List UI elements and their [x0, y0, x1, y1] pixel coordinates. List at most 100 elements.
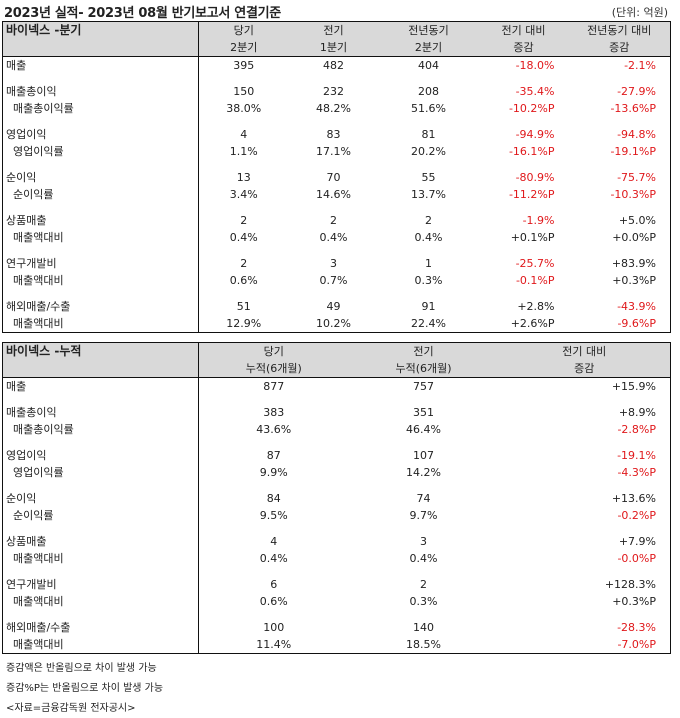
col-header: 전기	[348, 342, 499, 360]
table-cell: -19.1%	[617, 449, 656, 462]
spacer-cell	[499, 481, 671, 490]
spacer-row	[2, 395, 671, 404]
table-cell: 4	[240, 128, 248, 141]
table-cell: 13	[236, 171, 251, 184]
spacer-cell	[499, 567, 671, 576]
table-cell: -2.8%P	[617, 423, 656, 436]
spacer-cell	[2, 117, 199, 126]
spacer-cell	[2, 438, 199, 447]
table-cell: +13.6%	[611, 492, 656, 505]
table-cell: 395	[233, 59, 255, 72]
table-cell: 6	[270, 578, 278, 591]
table-cell: 9.5%	[259, 509, 288, 522]
col-header: 전년동기 대비	[568, 21, 671, 39]
table-row: 영업이익률 9.9% 14.2% -4.3%P	[2, 464, 671, 481]
table-cell: -43.9%	[617, 300, 656, 313]
footnote: 증감%P는 반올림으로 차이 발생 가능	[6, 683, 164, 694]
table-cell: 14.2%	[406, 466, 441, 479]
spacer-cell	[479, 289, 569, 298]
table-cell: +0.1%P	[510, 231, 555, 244]
quarterly-header-bottom: 2분기 1분기 2분기 증감 증감	[2, 39, 671, 57]
col-header: 전기 대비	[478, 21, 569, 39]
table-row: 영업이익 87 107 -19.1%	[2, 447, 671, 464]
table-cell: 83	[326, 128, 341, 141]
table-cell: 9.7%	[409, 509, 438, 522]
table-cell: +0.3%P	[612, 274, 656, 287]
spacer-cell	[379, 117, 479, 126]
table-row: 매출총이익 383 351 +8.9%	[2, 404, 671, 421]
table-cell: 0.6%	[229, 274, 258, 287]
row-label: 순이익	[2, 169, 199, 186]
table-cell: -0.1%P	[515, 274, 555, 287]
table-cell: 91	[421, 300, 436, 313]
spacer-cell	[569, 160, 671, 169]
table-cell: -0.0%P	[617, 552, 656, 565]
spacer-cell	[2, 203, 199, 212]
col-subheader: 증감	[568, 39, 671, 57]
table-cell: 3	[330, 257, 337, 270]
table-cell: 12.9%	[226, 317, 262, 330]
footnote: 증감액은 반올림으로 차이 발생 가능	[6, 663, 157, 674]
cumulative-header-bottom: 누적(6개월) 누적(6개월) 증감	[2, 360, 671, 378]
table-cell: 18.5%	[406, 638, 441, 651]
table-cell: +0.0%P	[612, 231, 656, 244]
row-label: 매출	[2, 56, 199, 74]
table-row: 매출액대비 0.6% 0.3% +0.3%P	[2, 593, 671, 610]
row-label: 상품매출	[2, 212, 199, 229]
row-label: 매출액대비	[2, 550, 199, 567]
col-subheader: 2분기	[198, 39, 289, 57]
col-header: 당기	[198, 21, 289, 39]
spacer-cell	[569, 246, 671, 255]
table-cell: 1.1%	[229, 145, 258, 158]
spacer-cell	[199, 438, 349, 447]
table-cell: 10.2%	[316, 317, 351, 330]
spacer-cell	[479, 203, 569, 212]
col-header: 전기	[288, 21, 379, 39]
spacer-row	[2, 524, 671, 533]
table-cell: 51.6%	[411, 102, 446, 115]
table-cell: 351	[413, 406, 434, 419]
table-row: 연구개발비 6 2 +128.3%	[2, 576, 671, 593]
table-cell: -75.7%	[617, 171, 656, 184]
table-row: 매출액대비 12.9% 10.2% 22.4% +2.6%P -9.6%P	[2, 315, 671, 333]
table-cell: +2.8%	[517, 300, 555, 313]
table-cell: -19.1%P	[610, 145, 656, 158]
table-cell: -27.9%	[617, 85, 656, 98]
spacer-cell	[499, 610, 671, 619]
section-title-blank	[2, 39, 199, 57]
col-subheader: 누적(6개월)	[348, 360, 499, 378]
table-cell: -13.6%P	[610, 102, 656, 115]
spacer-cell	[289, 74, 379, 83]
cumulative-header-top: 바이넥스 -누적 당기 전기 전기 대비	[2, 342, 671, 360]
spacer-cell	[479, 160, 569, 169]
row-label: 순이익률	[2, 507, 199, 524]
table-row: 연구개발비 2 3 1 -25.7% +83.9%	[2, 255, 671, 272]
spacer-row	[2, 567, 671, 576]
table-cell: 232	[323, 85, 344, 98]
table-cell: -9.6%P	[617, 317, 656, 330]
table-cell: -11.2%P	[508, 188, 555, 201]
section-title: 바이넥스 -분기	[2, 21, 199, 39]
spacer-row	[2, 74, 671, 83]
row-label: 영업이익	[2, 126, 199, 143]
spacer-cell	[379, 246, 479, 255]
table-row: 해외매출/수출 51 49 91 +2.8% -43.9%	[2, 298, 671, 315]
spacer-cell	[199, 481, 349, 490]
spacer-cell	[199, 395, 349, 404]
row-label: 매출액대비	[2, 636, 199, 654]
row-label: 영업이익률	[2, 143, 199, 160]
table-row: 매출 877 757 +15.9%	[2, 377, 671, 395]
row-label: 매출액대비	[2, 593, 199, 610]
table-cell: -94.9%	[515, 128, 555, 141]
table-cell: 2	[420, 578, 427, 591]
section-title-blank	[2, 360, 199, 378]
spacer-cell	[289, 203, 379, 212]
table-row: 순이익 84 74 +13.6%	[2, 490, 671, 507]
table-cell: 74	[416, 492, 431, 505]
col-subheader: 2분기	[378, 39, 479, 57]
table-cell: -35.4%	[515, 85, 555, 98]
table-row: 상품매출 4 3 +7.9%	[2, 533, 671, 550]
row-label: 영업이익률	[2, 464, 199, 481]
spacer-cell	[349, 481, 499, 490]
spacer-row	[2, 203, 671, 212]
